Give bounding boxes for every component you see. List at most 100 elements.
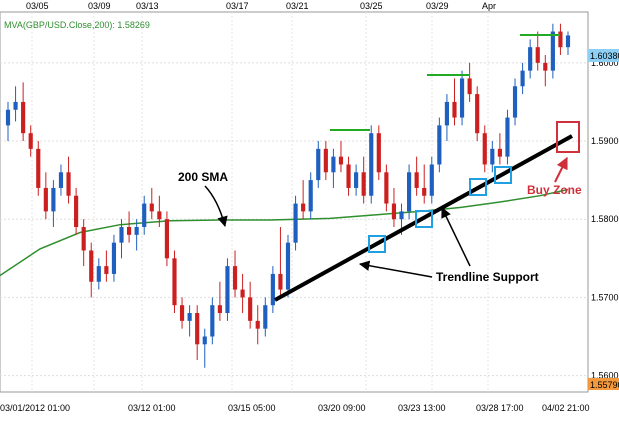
candle-body [44,188,48,211]
candle-body [430,164,434,195]
candle-body [13,102,17,110]
top-tick-label: 03/05 [26,1,49,11]
candle-body [59,172,63,188]
top-tick-label: Apr [482,1,496,11]
candle-body [278,274,282,290]
candle-body [437,125,441,164]
candle-body [301,204,305,212]
candle-body [316,149,320,180]
candle-body [362,172,366,195]
candle-body [66,172,70,195]
candle-body [97,266,101,282]
candle-body [293,204,297,243]
candle-body [112,243,116,274]
candle-body [331,157,335,173]
bottom-tick-label: 03/12 01:00 [128,403,176,413]
y-tick-label: 1.5800 [591,214,619,224]
candle-body [339,157,343,165]
candle-body [210,305,214,336]
candle-body [180,305,184,321]
candle-body [445,102,449,125]
candle-body [309,180,313,211]
candle-body [468,78,472,94]
candle-body [36,149,40,188]
candle-body [256,321,260,329]
candle-body [521,71,525,87]
candle-body [407,172,411,211]
candle-body [241,290,245,298]
candle-body [513,86,517,117]
candle-body [399,211,403,219]
candle-body [263,305,267,328]
top-tick-label: 03/09 [88,1,111,11]
indicator-label: MVA(GBP/USD.Close,200): 1.58269 [4,20,150,30]
candle-body [225,266,229,313]
top-tick-label: 03/17 [226,1,249,11]
candle-body [415,172,419,188]
candle-body [354,172,358,188]
bottom-tick-label: 03/15 05:00 [228,403,276,413]
bottom-tick-label: 03/01/2012 01:00 [0,403,70,413]
candle-body [505,118,509,157]
candle-body [142,204,146,227]
candle-body [566,35,570,47]
candle-body [551,32,555,71]
candle-body [74,196,78,227]
candle-body [536,47,540,63]
candle-body [218,305,222,313]
buy-zone-annotation: Buy Zone [527,183,582,197]
candle-body [543,63,547,71]
bottom-axis: 03/01/2012 01:00 03/12 01:00 03/15 05:00 03… [0,403,590,413]
candle-body [271,274,275,305]
bottom-tick-label: 03/23 13:00 [398,403,446,413]
candle-body [475,94,479,133]
candle-body [452,102,456,118]
candle-body [483,133,487,164]
top-axis: 03/05 03/09 03/13 03/17 03/21 03/25 03/29 Apr [26,1,496,11]
current-price-tag: 1.60380 [588,49,619,62]
candle-body [188,313,192,321]
candle-body [286,243,290,290]
current-price-label: 1.60380 [590,51,619,61]
candle-body [104,266,108,274]
candle-body [6,110,10,126]
y-tick-label: 1.5900 [591,136,619,146]
candle-body [165,219,169,258]
candle-body [135,227,139,235]
candle-body [392,204,396,220]
candle-body [346,164,350,187]
candle-body [150,204,154,212]
low-price-label: 1.55790 [590,380,619,390]
candle-body [119,227,123,243]
candle-body [384,172,388,203]
candle-body [82,227,86,250]
candle-body [157,211,161,219]
candle-body [203,336,207,344]
candle-body [324,149,328,172]
y-tick-label: 1.5700 [591,292,619,302]
candle-body [195,313,199,344]
bottom-tick-label: 03/28 17:00 [476,403,524,413]
top-tick-label: 03/25 [360,1,383,11]
candle-body [528,47,532,70]
bottom-tick-label: 03/20 09:00 [318,403,366,413]
candle-body [490,149,494,165]
y-axis: 1.60001.59001.58001.57001.5600 [591,58,619,381]
candle-body [460,78,464,117]
candle-body [498,149,502,157]
sma-annotation: 200 SMA [178,170,228,184]
low-price-tag: 1.55790 [588,378,619,390]
candle-body [127,227,131,235]
candle-body [377,133,381,172]
top-tick-label: 03/13 [136,1,159,11]
top-tick-label: 03/29 [426,1,449,11]
bottom-tick-label: 04/02 21:00 [542,403,590,413]
candle-body [89,250,93,281]
candle-body [248,297,252,320]
candle-body [558,32,562,48]
candle-body [422,188,426,196]
candle-body [233,266,237,289]
candle-body [51,188,55,211]
